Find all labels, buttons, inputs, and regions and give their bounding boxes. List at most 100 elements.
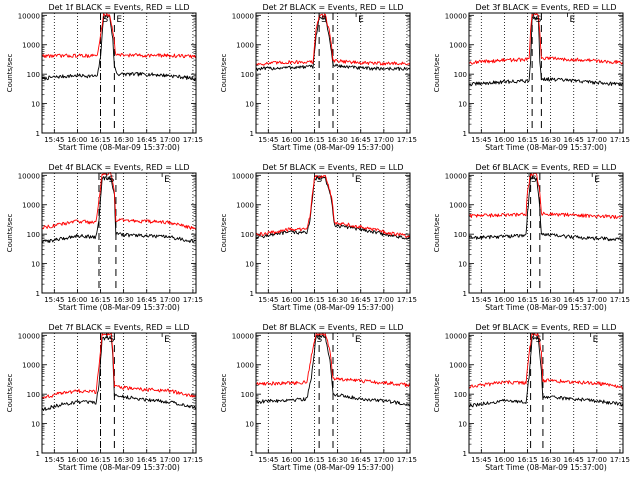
x-tick-label: 16:45 xyxy=(564,136,584,144)
y-tick-label: 10 xyxy=(245,421,254,429)
marker-e-label: E xyxy=(593,335,599,345)
y-tick-label: 1000 xyxy=(22,42,40,50)
series-events-line xyxy=(41,336,197,412)
panel-det-4: Det 4f BLACK = Events, RED = LLD 15:45 16:… xyxy=(6,163,203,312)
y-axis-label: Counts/sec xyxy=(433,54,441,93)
y-tick-label: 100 xyxy=(454,71,467,79)
y-tick-label: 10 xyxy=(245,261,254,269)
x-tick-label: 17:15 xyxy=(397,136,417,144)
plot-frame xyxy=(255,332,411,454)
x-axis-label: Start Time (08-Mar-09 15:37:00) xyxy=(272,303,394,312)
marker-e-label: E xyxy=(355,335,361,345)
y-tick-label: 10000 xyxy=(232,12,254,20)
marker-e-label: E xyxy=(164,335,170,345)
x-tick-label: 15:45 xyxy=(44,456,64,464)
plot-frame xyxy=(41,172,197,294)
marker-s-label: S xyxy=(536,335,542,345)
x-tick-label: 17:00 xyxy=(374,136,394,144)
marker-s-label: S xyxy=(536,15,542,25)
plot-frame xyxy=(468,12,624,134)
marker-e-label: E xyxy=(164,175,170,185)
x-tick-label: 16:45 xyxy=(351,456,371,464)
marker-e-label: E xyxy=(594,175,600,185)
x-tick-label: 16:15 xyxy=(90,456,110,464)
x-tick-label: 16:30 xyxy=(541,456,561,464)
plot-frame xyxy=(41,12,197,134)
marker-s-label: S xyxy=(321,15,327,25)
plot-frame xyxy=(468,332,624,454)
x-tick-label: 17:15 xyxy=(397,296,417,304)
y-tick-label: 100 xyxy=(454,391,467,399)
series-events-line xyxy=(255,176,411,240)
y-tick-label: 1 xyxy=(250,130,254,138)
y-tick-label: 10 xyxy=(31,261,40,269)
x-axis-label: Start Time (08-Mar-09 15:37:00) xyxy=(58,463,180,472)
y-tick-label: 10 xyxy=(458,421,467,429)
y-tick-label: 1 xyxy=(463,130,467,138)
x-tick-label: 16:45 xyxy=(137,296,157,304)
x-tick-label: 17:00 xyxy=(587,456,607,464)
y-tick-label: 1000 xyxy=(22,362,40,370)
x-axis-label: Start Time (08-Mar-09 15:37:00) xyxy=(58,303,180,312)
x-tick-label: 16:00 xyxy=(494,456,514,464)
x-tick-label: 16:15 xyxy=(517,456,537,464)
marker-s-label: S xyxy=(109,335,115,345)
panel-title: Det 6f BLACK = Events, RED = LLD xyxy=(475,163,616,172)
x-tick-label: 16:30 xyxy=(541,136,561,144)
x-tick-label: 16:15 xyxy=(517,296,537,304)
x-tick-label: 17:15 xyxy=(610,456,630,464)
x-tick-label: 17:00 xyxy=(160,136,180,144)
y-tick-label: 100 xyxy=(27,71,40,79)
x-tick-label: 17:00 xyxy=(374,296,394,304)
x-tick-label: 15:45 xyxy=(258,296,278,304)
x-tick-label: 16:30 xyxy=(328,456,348,464)
y-tick-label: 1 xyxy=(463,450,467,458)
x-tick-label: 16:30 xyxy=(541,296,561,304)
x-tick-label: 16:45 xyxy=(137,136,157,144)
x-tick-label: 16:30 xyxy=(114,456,134,464)
plot-frame xyxy=(468,172,624,294)
y-tick-label: 1000 xyxy=(236,202,254,210)
x-axis-label: Start Time (08-Mar-09 15:37:00) xyxy=(485,463,607,472)
marker-e-label: E xyxy=(358,15,364,25)
x-tick-label: 16:00 xyxy=(281,456,301,464)
x-tick-label: 16:30 xyxy=(328,136,348,144)
x-tick-label: 16:30 xyxy=(114,136,134,144)
y-tick-label: 10000 xyxy=(18,172,40,180)
x-axis-label: Start Time (08-Mar-09 15:37:00) xyxy=(272,463,394,472)
x-tick-label: 16:15 xyxy=(517,136,537,144)
marker-s-label: S xyxy=(109,175,115,185)
x-tick-label: 17:15 xyxy=(610,296,630,304)
series-lld-line xyxy=(255,332,411,387)
x-tick-label: 17:00 xyxy=(160,456,180,464)
x-tick-label: 15:45 xyxy=(44,136,64,144)
plot-frame xyxy=(255,172,411,294)
plot-frame xyxy=(255,12,411,134)
series-lld-line xyxy=(41,13,197,59)
panel-title: Det 4f BLACK = Events, RED = LLD xyxy=(48,163,189,172)
y-tick-label: 1000 xyxy=(449,362,467,370)
series-events-line xyxy=(41,176,197,243)
y-tick-label: 1 xyxy=(36,290,40,298)
y-tick-label: 1 xyxy=(250,290,254,298)
x-tick-label: 15:45 xyxy=(44,296,64,304)
marker-e-label: E xyxy=(116,15,122,25)
x-tick-label: 16:00 xyxy=(494,296,514,304)
x-tick-label: 16:45 xyxy=(351,136,371,144)
marker-e-label: E xyxy=(355,175,361,185)
y-tick-label: 10000 xyxy=(445,172,467,180)
y-tick-label: 10000 xyxy=(445,332,467,340)
y-tick-label: 100 xyxy=(27,231,40,239)
y-tick-label: 1000 xyxy=(236,42,254,50)
x-tick-label: 16:00 xyxy=(281,296,301,304)
series-lld-line xyxy=(468,332,624,390)
y-tick-label: 100 xyxy=(241,71,254,79)
y-tick-label: 100 xyxy=(241,231,254,239)
panel-title: Det 7f BLACK = Events, RED = LLD xyxy=(48,323,189,332)
panel-title: Det 9f BLACK = Events, RED = LLD xyxy=(475,323,616,332)
y-axis-label: Counts/sec xyxy=(433,374,441,413)
y-axis-label: Counts/sec xyxy=(433,214,441,253)
